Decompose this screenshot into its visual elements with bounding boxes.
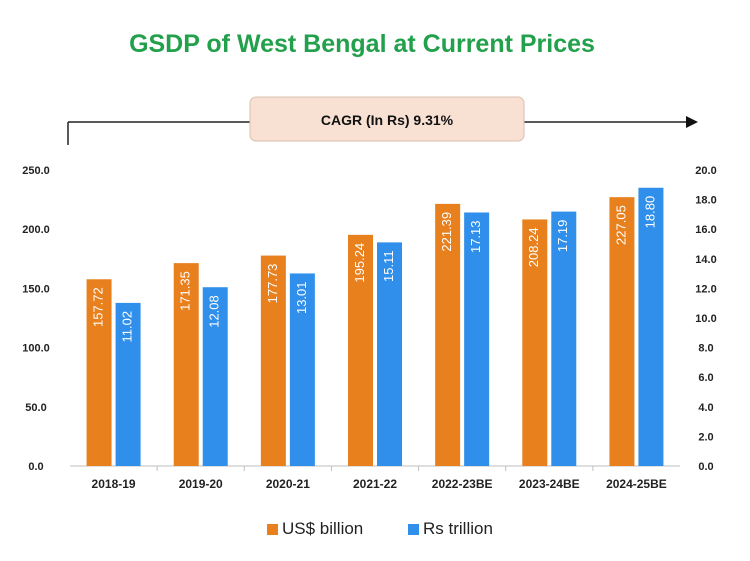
y-right-tick-label: 18.0 [695, 195, 716, 207]
y-right-tick-label: 0.0 [698, 461, 713, 473]
x-tick-label: 2018-19 [92, 477, 136, 491]
x-tick-label: 2022-23BE [432, 477, 493, 491]
y-left-tick-label: 250.0 [22, 165, 50, 177]
bar-value-label: 208.24 [526, 227, 541, 267]
y-right-tick-label: 10.0 [695, 313, 716, 325]
legend-swatch [408, 524, 419, 535]
bar-value-label: 12.08 [207, 295, 222, 328]
x-tick-label: 2024-25BE [606, 477, 667, 491]
y-right-tick-label: 8.0 [698, 343, 713, 355]
cagr-box [249, 96, 525, 142]
bar-value-label: 177.73 [265, 264, 280, 304]
bar-value-label: 13.01 [294, 281, 309, 314]
y-left-tick-label: 50.0 [25, 402, 46, 414]
x-tick-label: 2020-21 [266, 477, 310, 491]
bar-value-label: 227.05 [613, 205, 628, 245]
bar-value-label: 171.35 [178, 271, 193, 311]
y-left-tick-label: 150.0 [22, 283, 50, 295]
legend: US$ billion Rs trillion [267, 519, 493, 538]
y-right-tick-label: 16.0 [695, 224, 716, 236]
y-right-tick-label: 4.0 [698, 402, 713, 414]
data-labels: 157.72 11.02 171.35 12.08 177.73 13.01 195.24 1… [91, 196, 658, 343]
bar-value-label: 221.39 [439, 212, 454, 252]
bar-rs [115, 302, 141, 466]
bar-value-label: 11.02 [120, 311, 135, 343]
bar-usd [609, 197, 635, 467]
y-right-tick-label: 20.0 [695, 165, 716, 177]
axes: 0.0 50.0 100.0 150.0 200.0 250.0 0.0 2.0 4.0 6.0 8… [22, 165, 716, 491]
bar-value-label: 195.24 [352, 243, 367, 283]
bar-value-label: 17.19 [555, 220, 570, 253]
bar-value-label: 17.13 [468, 220, 483, 253]
y-right-tick-label: 12.0 [695, 283, 716, 295]
y-right-tick-label: 6.0 [698, 372, 713, 384]
bar-rs [551, 211, 577, 466]
bar-rs [464, 212, 490, 466]
y-right-tick-label: 14.0 [695, 254, 716, 266]
legend-label: US$ billion [282, 519, 363, 538]
chart-title: GSDP of West Bengal at Current Prices [129, 30, 595, 58]
x-tick-label: 2019-20 [179, 477, 223, 491]
bar-rs [377, 242, 402, 466]
bar-usd [522, 219, 548, 466]
legend-label: Rs trillion [423, 519, 493, 538]
y-right-tick-label: 2.0 [698, 431, 713, 443]
bar-value-label: 18.80 [642, 196, 657, 229]
bar-value-label: 15.11 [381, 250, 396, 282]
cagr-label: CAGR (In Rs) 9.31% [321, 112, 454, 128]
bar-usd [260, 255, 286, 466]
legend-swatch [267, 524, 278, 535]
bar-usd [348, 234, 373, 466]
bar-rs [202, 287, 228, 466]
bar-usd [173, 263, 199, 466]
bar-usd [86, 279, 112, 466]
bars [86, 187, 664, 467]
y-left-tick-label: 200.0 [22, 224, 50, 236]
x-tick-label: 2021-22 [353, 477, 397, 491]
bar-rs [638, 187, 664, 466]
bar-value-label: 157.72 [91, 287, 106, 327]
bar-usd [435, 203, 461, 466]
bar-rs [289, 273, 315, 466]
y-left-tick-label: 0.0 [28, 461, 43, 473]
x-tick-label: 2023-24BE [519, 477, 580, 491]
y-left-tick-label: 100.0 [22, 343, 50, 355]
